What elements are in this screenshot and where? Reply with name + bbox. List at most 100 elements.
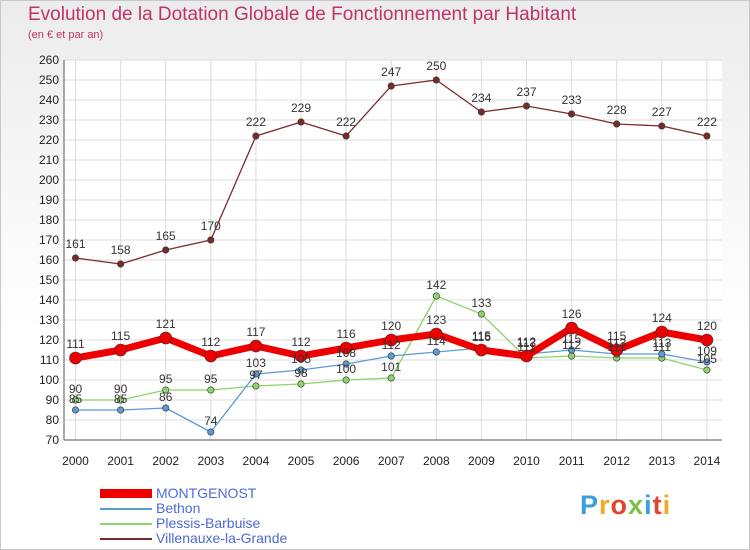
data-label: 111 (653, 340, 672, 354)
data-point (249, 339, 263, 353)
legend-swatch (100, 522, 152, 525)
y-tick-label: 210 (39, 153, 59, 167)
data-point (294, 349, 308, 363)
data-label: 112 (201, 335, 220, 349)
y-tick-label: 240 (39, 93, 59, 107)
data-point (568, 352, 576, 360)
x-tick-label: 2003 (197, 454, 224, 468)
data-label: 227 (652, 105, 672, 119)
data-point (342, 360, 350, 368)
x-tick-label: 2013 (648, 454, 675, 468)
y-tick-label: 70 (46, 433, 60, 447)
y-tick-label: 90 (46, 393, 60, 407)
data-label: 90 (114, 382, 128, 396)
proxiti-logo: Proxiti (580, 490, 671, 521)
data-label: 112 (291, 335, 310, 349)
chart-subtitle: (en € et par an) (28, 29, 104, 41)
data-point (252, 370, 260, 378)
y-tick-label: 80 (46, 413, 60, 427)
legend: MONTGENOST Bethon Plessis-Barbuise Villenau… (100, 486, 287, 546)
y-tick-label: 160 (39, 253, 59, 267)
data-label: 95 (204, 372, 218, 386)
data-point (117, 396, 125, 404)
legend-label: MONTGENOST (156, 485, 257, 501)
data-point (117, 260, 125, 268)
data-point (339, 341, 353, 355)
legend-item: MONTGENOST (100, 486, 287, 501)
data-label: 142 (426, 278, 446, 292)
data-label: 103 (246, 356, 266, 370)
data-point (655, 325, 669, 339)
y-tick-label: 200 (39, 173, 59, 187)
data-label: 114 (427, 334, 446, 348)
data-label: 111 (608, 340, 627, 354)
data-point (252, 382, 260, 390)
x-tick-label: 2007 (378, 454, 405, 468)
data-point (387, 82, 395, 90)
data-label: 222 (246, 115, 266, 129)
data-label: 108 (336, 346, 356, 360)
data-point (429, 327, 443, 341)
data-point (114, 343, 127, 357)
data-label: 97 (249, 368, 263, 382)
data-point (159, 331, 172, 345)
legend-item: Villenauxe-la-Grande (100, 531, 287, 546)
data-point (207, 236, 215, 244)
data-point (477, 310, 485, 318)
legend-swatch (100, 537, 152, 540)
data-label: 115 (562, 332, 581, 346)
data-point (522, 102, 530, 110)
data-point (69, 351, 82, 365)
data-label: 123 (426, 313, 446, 327)
data-label: 111 (517, 340, 536, 354)
logo-letter: i (644, 490, 653, 520)
data-point (204, 349, 218, 363)
data-label: 105 (697, 352, 717, 366)
data-label: 222 (697, 115, 717, 129)
logo-letter: r (599, 490, 611, 520)
data-label: 74 (204, 414, 218, 428)
data-point (568, 346, 576, 354)
legend-item: Plessis-Barbuise (100, 516, 287, 531)
data-label: 95 (159, 372, 173, 386)
data-point (72, 254, 80, 262)
x-tick-label: 2001 (107, 454, 134, 468)
data-label: 115 (607, 329, 626, 343)
legend-swatch (100, 507, 152, 510)
x-tick-label: 2005 (288, 454, 315, 468)
data-label: 90 (69, 382, 83, 396)
data-label: 124 (652, 311, 672, 325)
y-tick-label: 230 (39, 113, 59, 127)
data-point (297, 366, 305, 374)
data-point (610, 343, 624, 357)
x-tick-label: 2011 (559, 454, 585, 468)
x-tick-label: 2004 (243, 454, 270, 468)
data-label: 237 (516, 85, 536, 99)
logo-letter: i (662, 490, 672, 520)
y-tick-label: 120 (39, 333, 59, 347)
y-tick-label: 180 (39, 213, 59, 227)
y-tick-label: 260 (39, 53, 59, 67)
data-label: 161 (65, 237, 85, 251)
logo-letter: P (580, 490, 600, 520)
data-point (658, 122, 666, 130)
data-point (162, 246, 170, 254)
data-point (297, 380, 305, 388)
data-point (432, 76, 440, 84)
data-label: 165 (156, 229, 176, 243)
data-label: 100 (336, 362, 356, 376)
data-point (613, 120, 621, 128)
data-point (162, 404, 170, 412)
data-point (342, 132, 350, 140)
data-label: 228 (607, 103, 627, 117)
data-point (703, 366, 711, 374)
data-label: 121 (156, 317, 176, 331)
y-tick-label: 130 (39, 313, 59, 327)
x-tick-label: 2009 (468, 454, 495, 468)
data-label: 105 (291, 352, 311, 366)
data-point (162, 386, 170, 394)
data-label: 115 (111, 329, 130, 343)
data-label: 233 (562, 93, 582, 107)
x-tick-label: 2008 (423, 454, 450, 468)
data-label: 101 (381, 360, 401, 374)
